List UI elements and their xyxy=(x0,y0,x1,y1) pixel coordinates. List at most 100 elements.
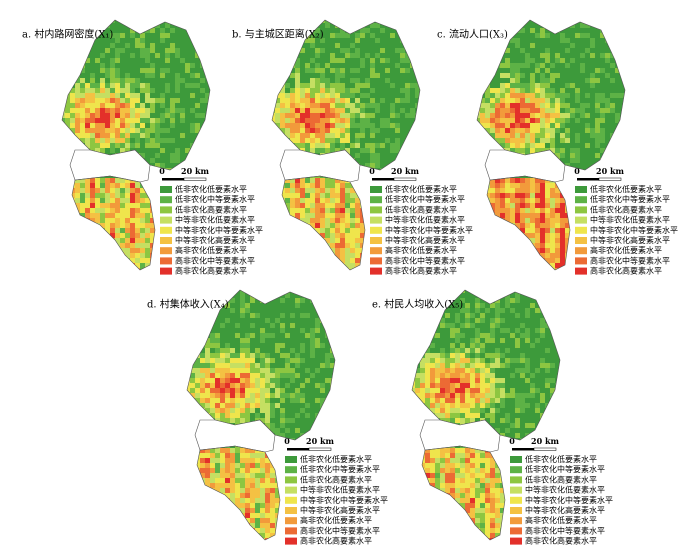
map-cell xyxy=(525,208,530,213)
map-cell xyxy=(140,83,145,88)
map-cell xyxy=(145,138,150,143)
map-cell xyxy=(610,133,615,138)
map-cell xyxy=(340,113,345,118)
map-cell xyxy=(315,18,320,23)
map-cell xyxy=(580,148,585,153)
map-cell xyxy=(100,233,105,238)
map-cell xyxy=(180,68,185,73)
map-cell xyxy=(190,453,195,458)
map-cell xyxy=(600,143,605,148)
map-cell xyxy=(140,88,145,93)
map-cell xyxy=(570,258,575,263)
map-cell xyxy=(135,248,140,253)
map-cell xyxy=(570,188,575,193)
map-cell xyxy=(545,238,550,243)
map-cell xyxy=(560,258,565,263)
map-cell xyxy=(190,388,195,393)
map-cell xyxy=(330,203,335,208)
map-cell xyxy=(590,113,595,118)
map-cell xyxy=(125,123,130,128)
map-cell xyxy=(550,243,555,248)
map-cell xyxy=(355,263,360,268)
map-cell xyxy=(375,158,380,163)
map-cell xyxy=(315,113,320,118)
map-cell xyxy=(405,148,410,153)
map-cell xyxy=(330,63,335,68)
map-cell xyxy=(340,58,345,63)
map-cell xyxy=(75,88,80,93)
map-cell xyxy=(105,118,110,123)
map-cell xyxy=(335,18,340,23)
map-cell xyxy=(500,183,505,188)
map-cell xyxy=(125,53,130,58)
map-cell xyxy=(375,148,380,153)
map-cell xyxy=(365,188,370,193)
map-cell xyxy=(310,258,315,263)
map-cell xyxy=(355,38,360,43)
map-cell xyxy=(530,248,535,253)
map-cell xyxy=(185,293,190,298)
map-cell xyxy=(495,208,500,213)
map-cell xyxy=(385,93,390,98)
legend-label: 中等非农化高要素水平 xyxy=(175,235,255,245)
map-cell xyxy=(335,113,340,118)
map-cell xyxy=(355,58,360,63)
map-cell xyxy=(155,208,160,213)
map-cell xyxy=(555,88,560,93)
map-cell xyxy=(570,238,575,243)
map-cell xyxy=(380,113,385,118)
map-cell xyxy=(65,228,70,233)
map-cell xyxy=(210,163,215,168)
map-cell xyxy=(270,93,275,98)
map-cell xyxy=(80,48,85,53)
map-cell xyxy=(585,108,590,113)
map-cell xyxy=(280,108,285,113)
map-cell xyxy=(275,148,280,153)
map-cell xyxy=(210,83,215,88)
map-cell xyxy=(140,63,145,68)
map-cell xyxy=(340,188,345,193)
map-cell xyxy=(600,138,605,143)
map-cell xyxy=(275,203,280,208)
map-cell xyxy=(295,243,300,248)
map-cell xyxy=(580,123,585,128)
map-cell xyxy=(290,123,295,128)
map-cell xyxy=(205,153,210,158)
map-cell xyxy=(180,53,185,58)
map-cell xyxy=(95,183,100,188)
map-cell xyxy=(270,103,275,108)
map-cell xyxy=(315,193,320,198)
map-cell xyxy=(140,148,145,153)
map-cell xyxy=(510,58,515,63)
map-cell xyxy=(545,38,550,43)
map-cell xyxy=(560,78,565,83)
map-cell xyxy=(320,53,325,58)
map-cell xyxy=(145,38,150,43)
legend-label: 低非农化低要素水平 xyxy=(590,184,662,194)
map-cell xyxy=(210,73,215,78)
map-cell xyxy=(270,88,275,93)
map-cell xyxy=(390,43,395,48)
map-cell xyxy=(545,83,550,88)
map-cell xyxy=(160,63,165,68)
map-cell xyxy=(300,48,305,53)
map-cell xyxy=(475,128,480,133)
map-cell xyxy=(375,83,380,88)
map-cell xyxy=(530,98,535,103)
map-cell xyxy=(620,158,625,163)
map-cell xyxy=(520,183,525,188)
map-cell xyxy=(150,113,155,118)
map-cell xyxy=(300,73,305,78)
map-cell xyxy=(70,223,75,228)
map-cell xyxy=(155,148,160,153)
map-cell xyxy=(500,98,505,103)
map-cell xyxy=(60,53,65,58)
map-cell xyxy=(95,138,100,143)
map-cell xyxy=(530,138,535,143)
map-cell xyxy=(505,63,510,68)
map-cell xyxy=(100,218,105,223)
map-cell xyxy=(610,103,615,108)
map-cell xyxy=(205,158,210,163)
map-cell xyxy=(285,198,290,203)
map-cell xyxy=(135,63,140,68)
